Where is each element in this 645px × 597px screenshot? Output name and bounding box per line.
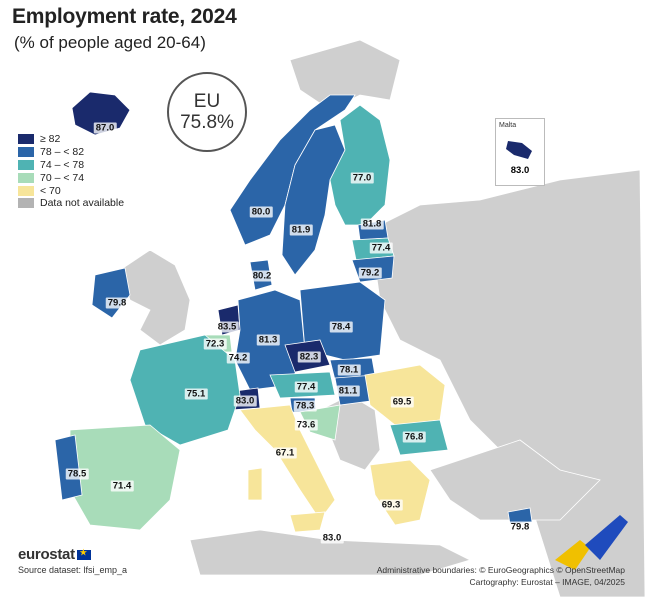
source-text: Source dataset: lfsi_emp_a bbox=[18, 565, 128, 575]
map-title: Employment rate, 2024 bbox=[12, 5, 237, 28]
malta-inset-title: Malta bbox=[499, 122, 517, 129]
legend-item: 74 – < 78 bbox=[18, 159, 124, 172]
eurostat-logo-text: eurostat bbox=[18, 546, 75, 563]
legend-label: 70 – < 74 bbox=[40, 171, 85, 184]
logo-chevron-yellow bbox=[555, 540, 590, 570]
legend-item: Data not available bbox=[18, 197, 124, 210]
value-label-estonia: 81.8 bbox=[360, 218, 384, 230]
value-label-denmark: 80.2 bbox=[250, 270, 274, 282]
region-italy bbox=[239, 404, 336, 521]
malta-value-label: 83.0 bbox=[510, 165, 530, 176]
value-label-czechia: 82.3 bbox=[297, 351, 321, 363]
value-label-sweden: 81.9 bbox=[289, 224, 313, 236]
value-label-sicily: 83.0 bbox=[320, 532, 344, 544]
value-label-italy: 67.1 bbox=[273, 447, 297, 459]
legend-item: ≥ 82 bbox=[18, 133, 124, 146]
value-label-iceland: 87.0 bbox=[93, 122, 117, 134]
cartography-credit: Cartography: Eurostat – IMAGE, 04/2025 bbox=[469, 577, 625, 587]
value-label-poland: 78.4 bbox=[329, 321, 353, 333]
legend-swatch bbox=[18, 198, 34, 209]
region-italy-sardinia bbox=[247, 467, 263, 501]
value-label-belgium: 72.3 bbox=[203, 338, 227, 350]
value-label-cyprus: 79.8 bbox=[508, 521, 532, 533]
legend-swatch bbox=[18, 134, 34, 145]
value-label-romania: 69.5 bbox=[390, 396, 414, 408]
legend-swatch bbox=[18, 147, 34, 158]
legend-item: < 70 bbox=[18, 184, 124, 197]
legend-label: ≥ 82 bbox=[40, 133, 61, 146]
eu-flag-icon bbox=[76, 548, 91, 561]
region-cyprus bbox=[507, 507, 533, 525]
legend-label: < 70 bbox=[40, 184, 61, 197]
legend-item: 78 – < 82 bbox=[18, 146, 124, 159]
value-label-bulgaria: 76.8 bbox=[402, 431, 426, 443]
value-label-slovenia: 78.3 bbox=[293, 400, 317, 412]
legend-label: 78 – < 82 bbox=[40, 146, 85, 159]
legend-swatch bbox=[18, 172, 34, 183]
value-label-finland: 77.0 bbox=[350, 172, 374, 184]
legend-item: 70 – < 74 bbox=[18, 171, 124, 184]
legend-label: 74 – < 78 bbox=[40, 158, 85, 171]
eu-badge-label: EU bbox=[193, 91, 221, 112]
value-label-croatia: 73.6 bbox=[294, 419, 318, 431]
eu-badge-value: 75.8% bbox=[180, 112, 234, 133]
value-label-lithuania: 79.2 bbox=[358, 267, 382, 279]
value-label-switzerland: 83.0 bbox=[233, 395, 257, 407]
value-label-portugal: 78.5 bbox=[65, 468, 89, 480]
eurostat-logo: eurostat bbox=[18, 546, 91, 563]
map-subtitle: (% of people aged 20-64) bbox=[14, 33, 206, 52]
value-label-france: 75.1 bbox=[184, 388, 208, 400]
legend-swatch bbox=[18, 159, 34, 170]
value-label-netherlands: 83.5 bbox=[215, 321, 239, 333]
value-label-greece: 69.3 bbox=[379, 499, 403, 511]
value-label-luxembourg: 74.2 bbox=[226, 352, 250, 364]
malta-inset: Malta 83.0 bbox=[495, 118, 545, 186]
region-finland bbox=[329, 104, 391, 226]
region-italy-sicily bbox=[289, 511, 326, 533]
value-label-hungary: 81.1 bbox=[336, 385, 360, 397]
value-label-ireland: 79.8 bbox=[105, 297, 129, 309]
malta-shape bbox=[506, 141, 532, 159]
boundaries-credit: Administrative boundaries: © EuroGeograp… bbox=[376, 565, 625, 575]
value-label-austria: 77.4 bbox=[294, 381, 318, 393]
legend-label: Data not available bbox=[40, 197, 125, 210]
value-label-latvia: 77.4 bbox=[369, 242, 393, 254]
legend-swatch bbox=[18, 185, 34, 196]
value-label-norway: 80.0 bbox=[249, 206, 273, 218]
value-label-germany: 81.3 bbox=[256, 334, 280, 346]
legend: ≥ 82 78 – < 82 74 – < 78 70 – < 74 < 70 Data … bbox=[18, 133, 124, 210]
eu-average-badge: EU 75.8% bbox=[167, 72, 247, 152]
value-label-spain: 71.4 bbox=[110, 480, 134, 492]
logo-chevron-blue bbox=[585, 515, 628, 560]
region-portugal bbox=[54, 434, 83, 501]
value-label-slovakia: 78.1 bbox=[337, 364, 361, 376]
